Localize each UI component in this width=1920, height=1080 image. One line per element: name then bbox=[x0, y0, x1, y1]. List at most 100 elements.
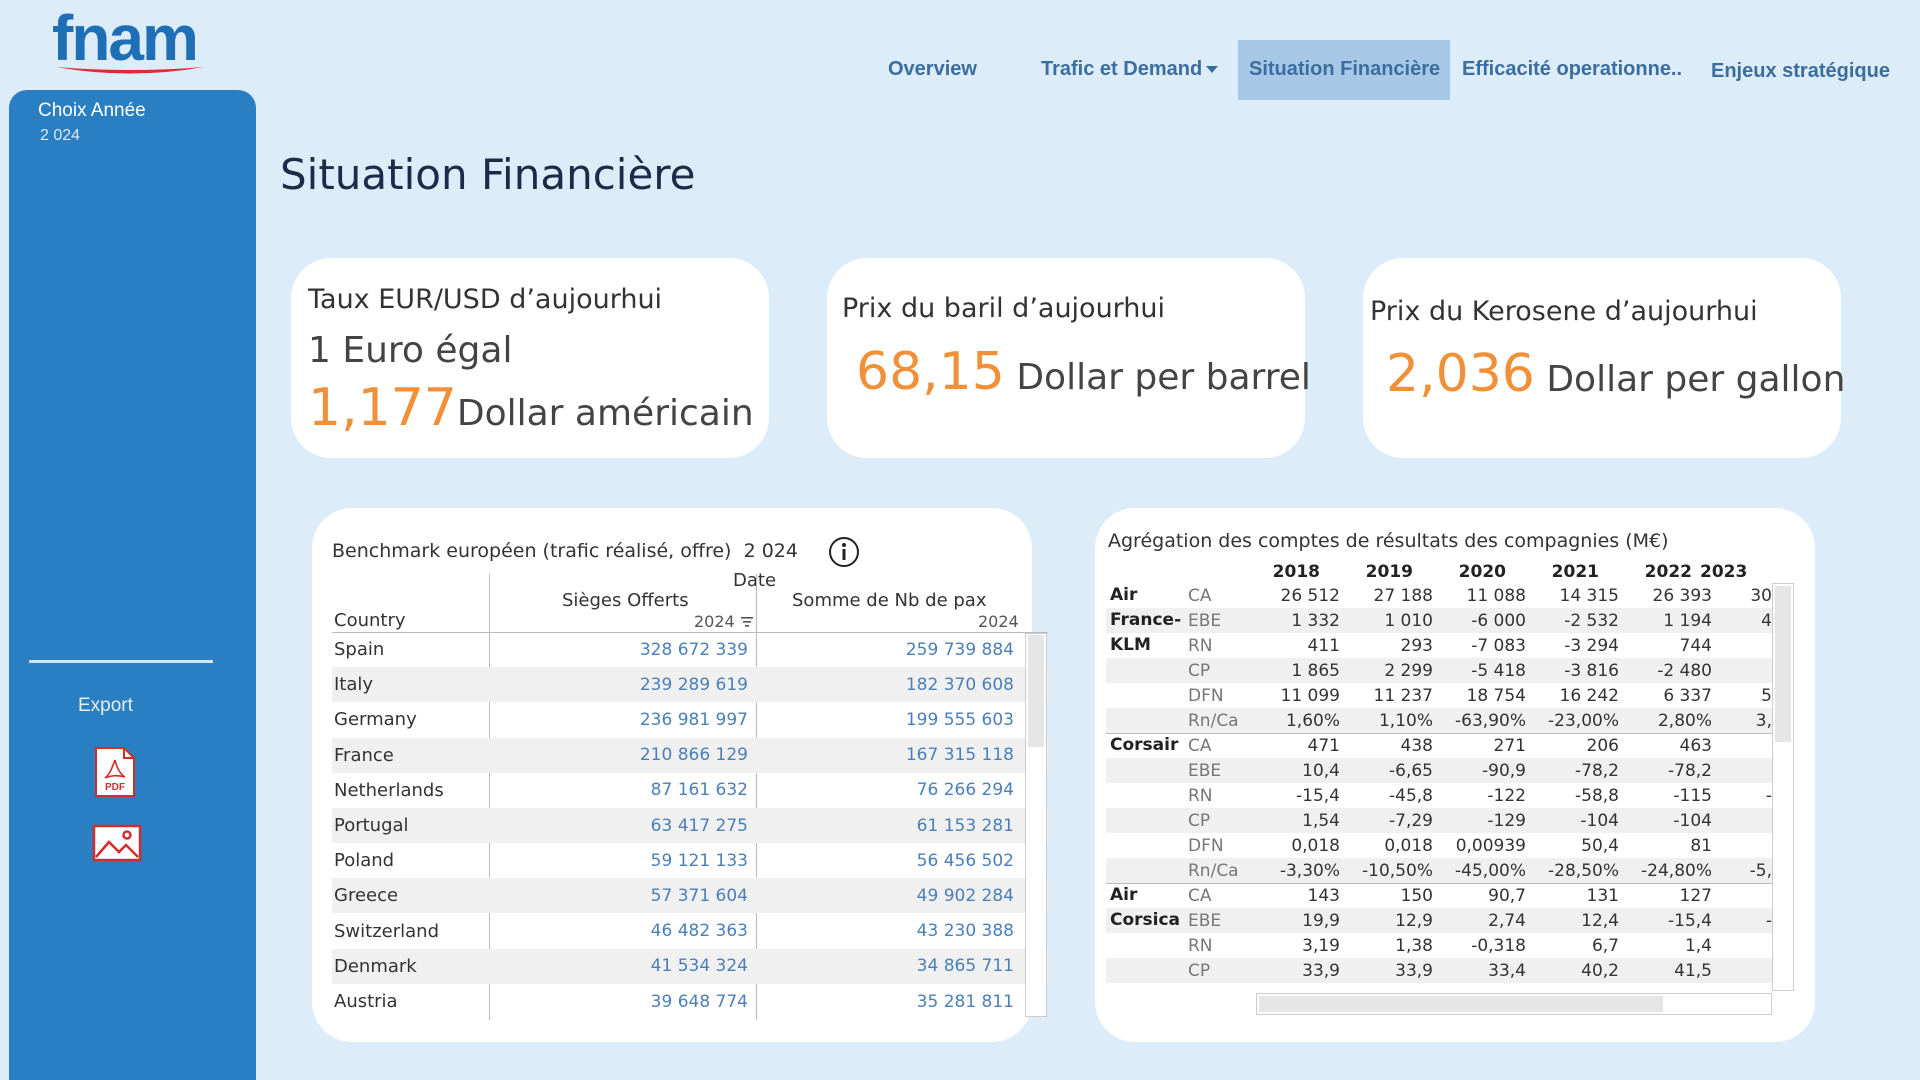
value-cell: -45,8 bbox=[1389, 785, 1433, 806]
value-cell: 90,7 bbox=[1488, 885, 1526, 906]
country-cell: France bbox=[334, 744, 394, 766]
year-header-2022: 2022 bbox=[1644, 562, 1692, 582]
info-icon[interactable] bbox=[828, 536, 860, 568]
value-cell: -0,318 bbox=[1471, 935, 1526, 956]
value-cell: 18 754 bbox=[1466, 685, 1526, 706]
table-row[interactable]: Netherlands 87 161 632 76 266 294 bbox=[332, 773, 1048, 808]
metric-cell: CA bbox=[1188, 585, 1212, 606]
pdf-icon: PDF bbox=[95, 747, 135, 797]
table-row[interactable]: Austria 39 648 774 35 281 811 bbox=[332, 984, 1048, 1019]
table-row[interactable]: DFN 11 099 11 237 18 754 16 242 6 337 5 bbox=[1106, 683, 1772, 708]
nav-situation-financiere[interactable]: Situation Financière bbox=[1249, 58, 1441, 80]
value-cell: 81 bbox=[1690, 835, 1712, 856]
sort-icon[interactable] bbox=[741, 616, 753, 628]
kpi-eurusd-value-line: 1,177Dollar américain bbox=[308, 378, 754, 438]
table-row[interactable]: Rn/Ca 1,60% 1,10% -63,90% -23,00% 2,80% 3, bbox=[1106, 708, 1772, 733]
metric-cell: DFN bbox=[1188, 685, 1224, 706]
seats-cell: 87 161 632 bbox=[650, 780, 748, 801]
company-divider bbox=[1106, 733, 1772, 734]
country-cell: Greece bbox=[334, 885, 399, 907]
benchmark-col2-header[interactable]: Somme de Nb de pax bbox=[792, 590, 987, 611]
value-cell: -115 bbox=[1673, 785, 1712, 806]
kpi-eurusd-title: Taux EUR/USD d’aujourhui bbox=[308, 284, 663, 315]
benchmark-col1-header[interactable]: Sièges Offerts bbox=[562, 590, 689, 611]
value-cell: 11 099 bbox=[1280, 685, 1340, 706]
kpi-eurusd-line1: 1 Euro égal bbox=[308, 330, 513, 371]
table-row[interactable]: France 210 866 129 167 315 118 bbox=[332, 737, 1048, 773]
table-row[interactable]: CA 471 438 271 206 463 bbox=[1106, 733, 1772, 758]
table-row[interactable]: Rn/Ca -3,30% -10,50% -45,00% -28,50% -24,80% -… bbox=[1106, 858, 1772, 883]
company-name: Air France- KLM bbox=[1110, 585, 1182, 655]
value-cell: 11 237 bbox=[1373, 685, 1433, 706]
table-row[interactable]: CA 143 150 90,7 131 127 bbox=[1106, 883, 1772, 908]
nav-overview[interactable]: Overview bbox=[888, 58, 977, 80]
table-row[interactable]: CP 1,54 -7,29 -129 -104 -104 bbox=[1106, 808, 1772, 833]
value-cell: -15,4 bbox=[1296, 785, 1340, 806]
nav-trafic-demand[interactable]: Trafic et Demand bbox=[1041, 58, 1219, 81]
company-divider bbox=[1106, 883, 1772, 884]
aggregation-h-scrollbar[interactable] bbox=[1256, 993, 1772, 1015]
kpi-eurusd-value: 1,177 bbox=[308, 378, 457, 438]
value-cell: 438 bbox=[1400, 735, 1433, 756]
pax-cell: 76 266 294 bbox=[916, 780, 1014, 801]
table-row[interactable]: RN 411 293 -7 083 -3 294 744 bbox=[1106, 633, 1772, 658]
value-cell: -10,50% bbox=[1362, 860, 1433, 881]
country-cell: Denmark bbox=[334, 955, 417, 977]
value-cell: 1,4 bbox=[1684, 935, 1712, 956]
image-export-button[interactable] bbox=[92, 824, 142, 862]
value-cell: 2,80% bbox=[1657, 710, 1712, 731]
aggregation-h-scrollbar-thumb[interactable] bbox=[1259, 996, 1663, 1012]
value-cell: -3 294 bbox=[1564, 635, 1619, 656]
value-cell: 0,018 bbox=[1384, 835, 1433, 856]
company-name: Corsair bbox=[1110, 735, 1179, 755]
benchmark-date-header: Date bbox=[733, 570, 777, 591]
aggregation-v-scrollbar-thumb[interactable] bbox=[1775, 586, 1791, 742]
table-row[interactable]: Greece 57 371 604 49 902 284 bbox=[332, 878, 1048, 914]
value-cell: 6,7 bbox=[1591, 935, 1619, 956]
metric-cell: EBE bbox=[1188, 910, 1222, 931]
year-header-2023: 2023 bbox=[1700, 562, 1748, 582]
table-row[interactable]: CA 26 512 27 188 11 088 14 315 26 393 30 bbox=[1106, 583, 1772, 608]
table-row[interactable]: CP 33,9 33,9 33,4 40,2 41,5 bbox=[1106, 958, 1772, 983]
value-cell: 5 bbox=[1761, 685, 1772, 706]
table-row[interactable]: Portugal 63 417 275 61 153 281 bbox=[332, 808, 1048, 843]
kpi-eurusd-unit: Dollar américain bbox=[456, 393, 754, 434]
benchmark-scrollbar-thumb[interactable] bbox=[1028, 635, 1044, 747]
table-row[interactable]: Switzerland 46 482 363 43 230 388 bbox=[332, 914, 1048, 949]
pdf-export-button[interactable]: PDF bbox=[94, 746, 136, 798]
kpi-kerosene-title: Prix du Kerosene d’aujourhui bbox=[1370, 296, 1758, 327]
value-cell: 4 bbox=[1761, 610, 1772, 631]
value-cell: 33,9 bbox=[1395, 960, 1433, 981]
chevron-down-icon bbox=[1206, 66, 1219, 74]
table-row[interactable]: Poland 59 121 133 56 456 502 bbox=[332, 843, 1048, 878]
value-cell: 3,19 bbox=[1302, 935, 1340, 956]
benchmark-country-header[interactable]: Country bbox=[334, 610, 406, 631]
nav-efficacite-operationnelle[interactable]: Efficacité operationne.. bbox=[1462, 58, 1683, 80]
table-row[interactable]: Denmark 41 534 324 34 865 711 bbox=[332, 948, 1048, 984]
value-cell: 1,10% bbox=[1378, 710, 1433, 731]
pax-cell: 259 739 884 bbox=[905, 639, 1014, 660]
year-header-2018: 2018 bbox=[1272, 562, 1320, 582]
table-row[interactable]: DFN 0,018 0,018 0,00939 50,4 81 bbox=[1106, 833, 1772, 858]
benchmark-scrollbar[interactable] bbox=[1025, 633, 1047, 1017]
seats-cell: 63 417 275 bbox=[650, 815, 748, 836]
kpi-baril-value-line: 68,15 Dollar per barrel bbox=[856, 342, 1311, 402]
table-row[interactable]: EBE 10,4 -6,65 -90,9 -78,2 -78,2 bbox=[1106, 758, 1772, 783]
table-row[interactable]: Italy 239 289 619 182 370 608 bbox=[332, 667, 1048, 703]
value-cell: 16 242 bbox=[1559, 685, 1619, 706]
table-row[interactable]: EBE 19,9 12,9 2,74 12,4 -15,4 - bbox=[1106, 908, 1772, 933]
table-row[interactable]: RN -15,4 -45,8 -122 -58,8 -115 - bbox=[1106, 783, 1772, 808]
table-row[interactable]: Spain 328 672 339 259 739 884 bbox=[332, 632, 1048, 667]
table-row[interactable]: RN 3,19 1,38 -0,318 6,7 1,4 bbox=[1106, 933, 1772, 958]
table-row[interactable]: EBE 1 332 1 010 -6 000 -2 532 1 194 4 bbox=[1106, 608, 1772, 633]
value-cell: 40,2 bbox=[1581, 960, 1619, 981]
country-cell: Italy bbox=[334, 674, 374, 696]
value-cell: 271 bbox=[1493, 735, 1526, 756]
year-filter-value[interactable]: 2 024 bbox=[40, 127, 81, 144]
value-cell: -15,4 bbox=[1668, 910, 1712, 931]
nav-enjeux-strategique[interactable]: Enjeux stratégique bbox=[1711, 60, 1890, 82]
table-row[interactable]: Germany 236 981 997 199 555 603 bbox=[332, 702, 1048, 737]
table-row[interactable]: CP 1 865 2 299 -5 418 -3 816 -2 480 bbox=[1106, 658, 1772, 683]
seats-cell: 39 648 774 bbox=[650, 991, 748, 1012]
aggregation-v-scrollbar[interactable] bbox=[1772, 583, 1794, 991]
